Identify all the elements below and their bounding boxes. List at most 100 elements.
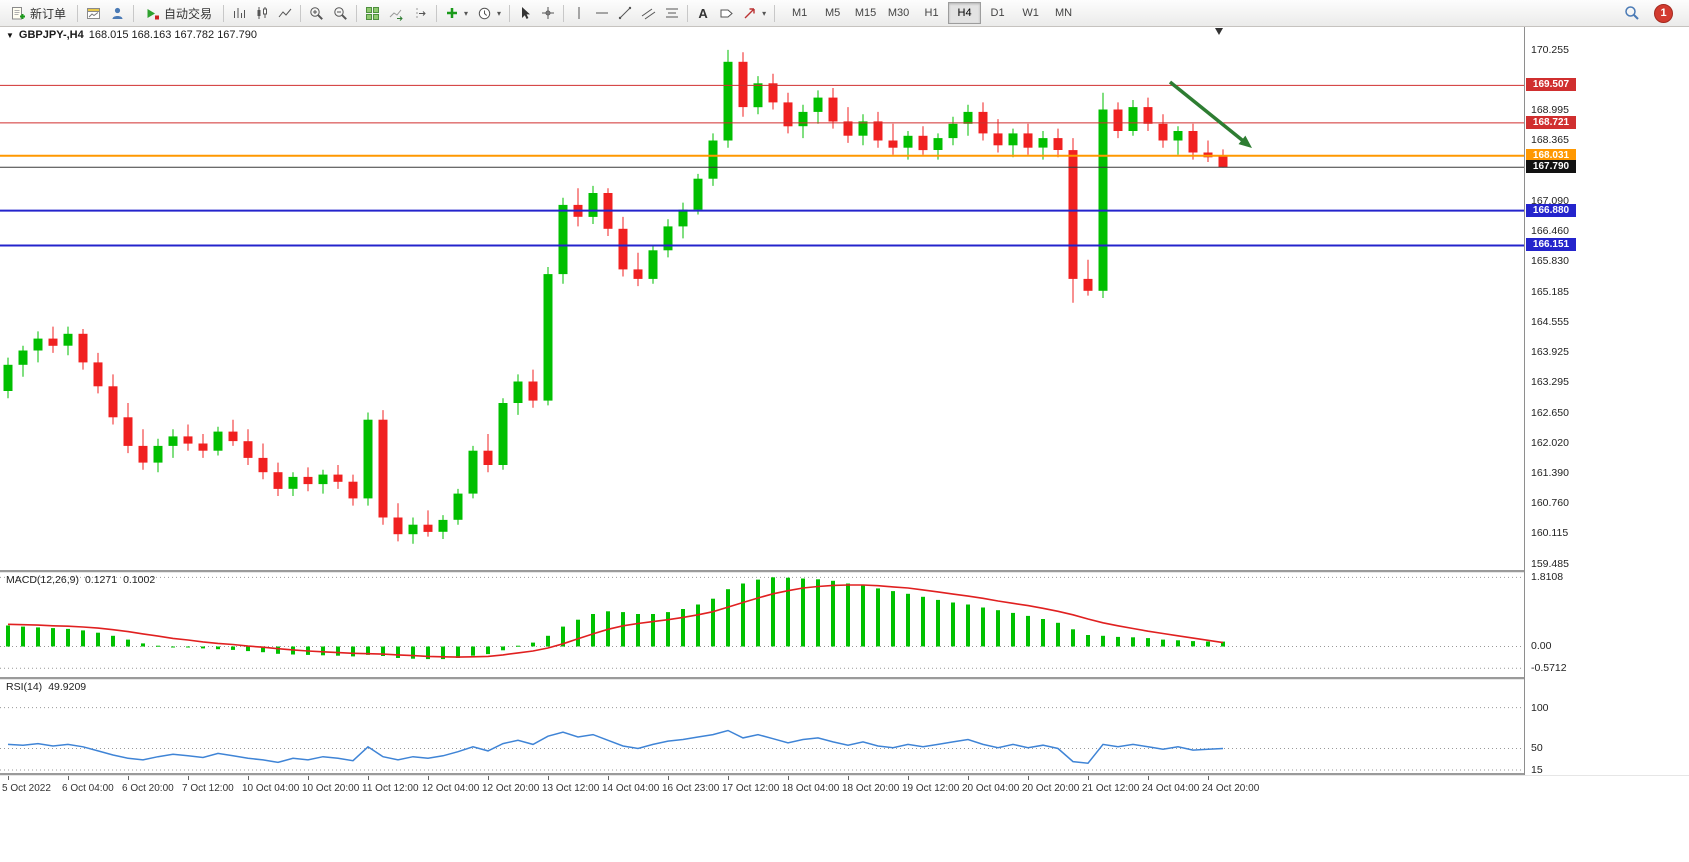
panel-divider[interactable] [0,570,1689,573]
time-tick [308,776,309,780]
time-axis-label: 14 Oct 04:00 [602,783,660,794]
time-tick [68,776,69,780]
timeframe-button-mn[interactable]: MN [1055,7,1073,19]
cursor-button[interactable] [514,2,536,24]
price-axis-label: 165.830 [1531,254,1569,267]
time-tick [668,776,669,780]
price-tag-169.507: 169.507 [1526,78,1576,92]
indicators-button[interactable]: ▾ [441,2,472,24]
time-tick [968,776,969,780]
zoom-out-button[interactable] [329,2,352,24]
notification-badge[interactable]: 1 [1654,3,1673,23]
timeframe-button-m5[interactable]: M5 [824,7,841,19]
panel-divider[interactable] [0,773,1689,776]
bar-chart-button[interactable] [228,2,250,24]
chart-shift-marker [1215,28,1223,35]
price-axis-label: 163.295 [1531,375,1569,388]
autotrading-icon [147,8,160,19]
time-axis-label: 18 Oct 20:00 [842,783,900,794]
timeframe-button-h4[interactable]: H4 [948,2,982,24]
time-tick [728,776,729,780]
price-axis-label: 160.760 [1531,496,1569,509]
profiles-button[interactable] [106,2,129,24]
rsi-panel[interactable]: RSI(14) 49.9209 [0,679,1524,773]
tile-windows-button[interactable] [361,2,384,24]
toolbar-separator [77,4,79,22]
line-chart-button[interactable] [274,2,296,24]
rsi-axis-label: 100 [1531,701,1549,714]
price-axis-label: 166.460 [1531,224,1569,237]
timeframe-button-h1[interactable]: H1 [924,7,939,19]
vertical-line-icon [578,7,580,19]
zoom-in-button[interactable] [305,2,328,24]
chart-shift-button[interactable] [409,2,432,24]
time-tick [788,776,789,780]
vertical-line-button[interactable] [568,2,590,24]
price-axis-label: 164.555 [1531,315,1569,328]
time-tick [848,776,849,780]
indicators-plus-icon [447,8,458,18]
autotrading-button[interactable]: 自动交易 [138,2,219,24]
candlestick-chart-button[interactable] [251,2,273,24]
price-axis-label: 162.650 [1531,406,1569,419]
toolbar-separator [356,4,358,22]
text-tool-button[interactable]: A [692,2,714,24]
crosshair-button[interactable] [537,2,559,24]
time-tick [1028,776,1029,780]
chart-menu-arrow-icon[interactable]: ▼ [6,30,14,40]
macd-panel[interactable]: MACD(12,26,9) 0.1271 0.1002 [0,572,1524,677]
timeframe-button-m30[interactable]: M30 [887,7,910,19]
panel-divider[interactable] [0,677,1689,680]
price-axis-label: 170.255 [1531,43,1569,56]
timeframe-button-m15[interactable]: M15 [854,7,877,19]
fibonacci-button[interactable] [661,2,683,24]
price-axis-label: 168.995 [1531,103,1569,116]
time-tick [608,776,609,780]
rsi-axis-label: 15 [1531,764,1543,776]
channel-button[interactable] [637,2,660,24]
text-label-button[interactable] [715,2,738,24]
dropdown-caret-icon: ▾ [497,8,502,18]
dropdown-caret-icon: ▾ [762,8,767,18]
cursor-icon [522,7,531,19]
toolbar-separator [563,4,565,22]
time-tick [1088,776,1089,780]
price-axis-label: 159.485 [1531,557,1569,570]
timeframe-button-w1[interactable]: W1 [1022,7,1039,19]
toolbar-separator [774,4,776,22]
periods-button[interactable]: ▾ [473,2,505,24]
timeframe-button-d1[interactable]: D1 [990,7,1005,19]
rsi-value: 49.9209 [48,681,87,693]
time-axis-label: 7 Oct 12:00 [182,783,234,794]
price-tag-166.151: 166.151 [1526,238,1576,252]
rsi-label: RSI(14) 49.9209 [6,681,86,693]
time-axis-label: 18 Oct 04:00 [782,783,840,794]
trendline-button[interactable] [614,2,636,24]
new-chart-button[interactable] [82,2,105,24]
arrows-tool-button[interactable]: ▾ [739,2,770,24]
main-chart-panel[interactable]: ▼ GBPJPY-,H4 168.015 168.163 167.782 167… [0,26,1524,570]
label-tag-icon [720,9,733,17]
toolbar-separator [133,4,135,22]
bar-chart-icon [234,8,246,18]
toolbar-separator [300,4,302,22]
chart-shift-icon [416,7,426,19]
new-order-button[interactable]: 新订单 [4,2,73,24]
chart-symbol-timeframe: GBPJPY-,H4 [18,29,84,41]
price-axis[interactable]: 169.507 168.721 168.031 167.790 166.880 166.1… [1524,26,1689,776]
horizontal-line-button[interactable] [591,2,613,24]
time-tick [248,776,249,780]
price-axis-label: 167.090 [1531,194,1569,207]
price-axis-label: 160.115 [1531,527,1569,540]
toolbar-separator [436,4,438,22]
search-button[interactable] [1620,2,1644,24]
chart-title: ▼ GBPJPY-,H4 168.015 168.163 167.782 167… [6,29,257,41]
auto-scroll-button[interactable] [385,2,408,24]
zoom-out-icon [334,6,347,20]
time-axis-label: 6 Oct 20:00 [122,783,174,794]
toolbar-separator [223,4,225,22]
time-axis[interactable]: 5 Oct 2022 6 Oct 04:00 6 Oct 20:00 7 Oct 12… [0,775,1689,801]
timeframe-button-m1[interactable]: M1 [791,7,808,19]
price-tag-168.031: 168.031 [1526,148,1576,162]
macd-main-value: 0.1271 [84,574,118,586]
